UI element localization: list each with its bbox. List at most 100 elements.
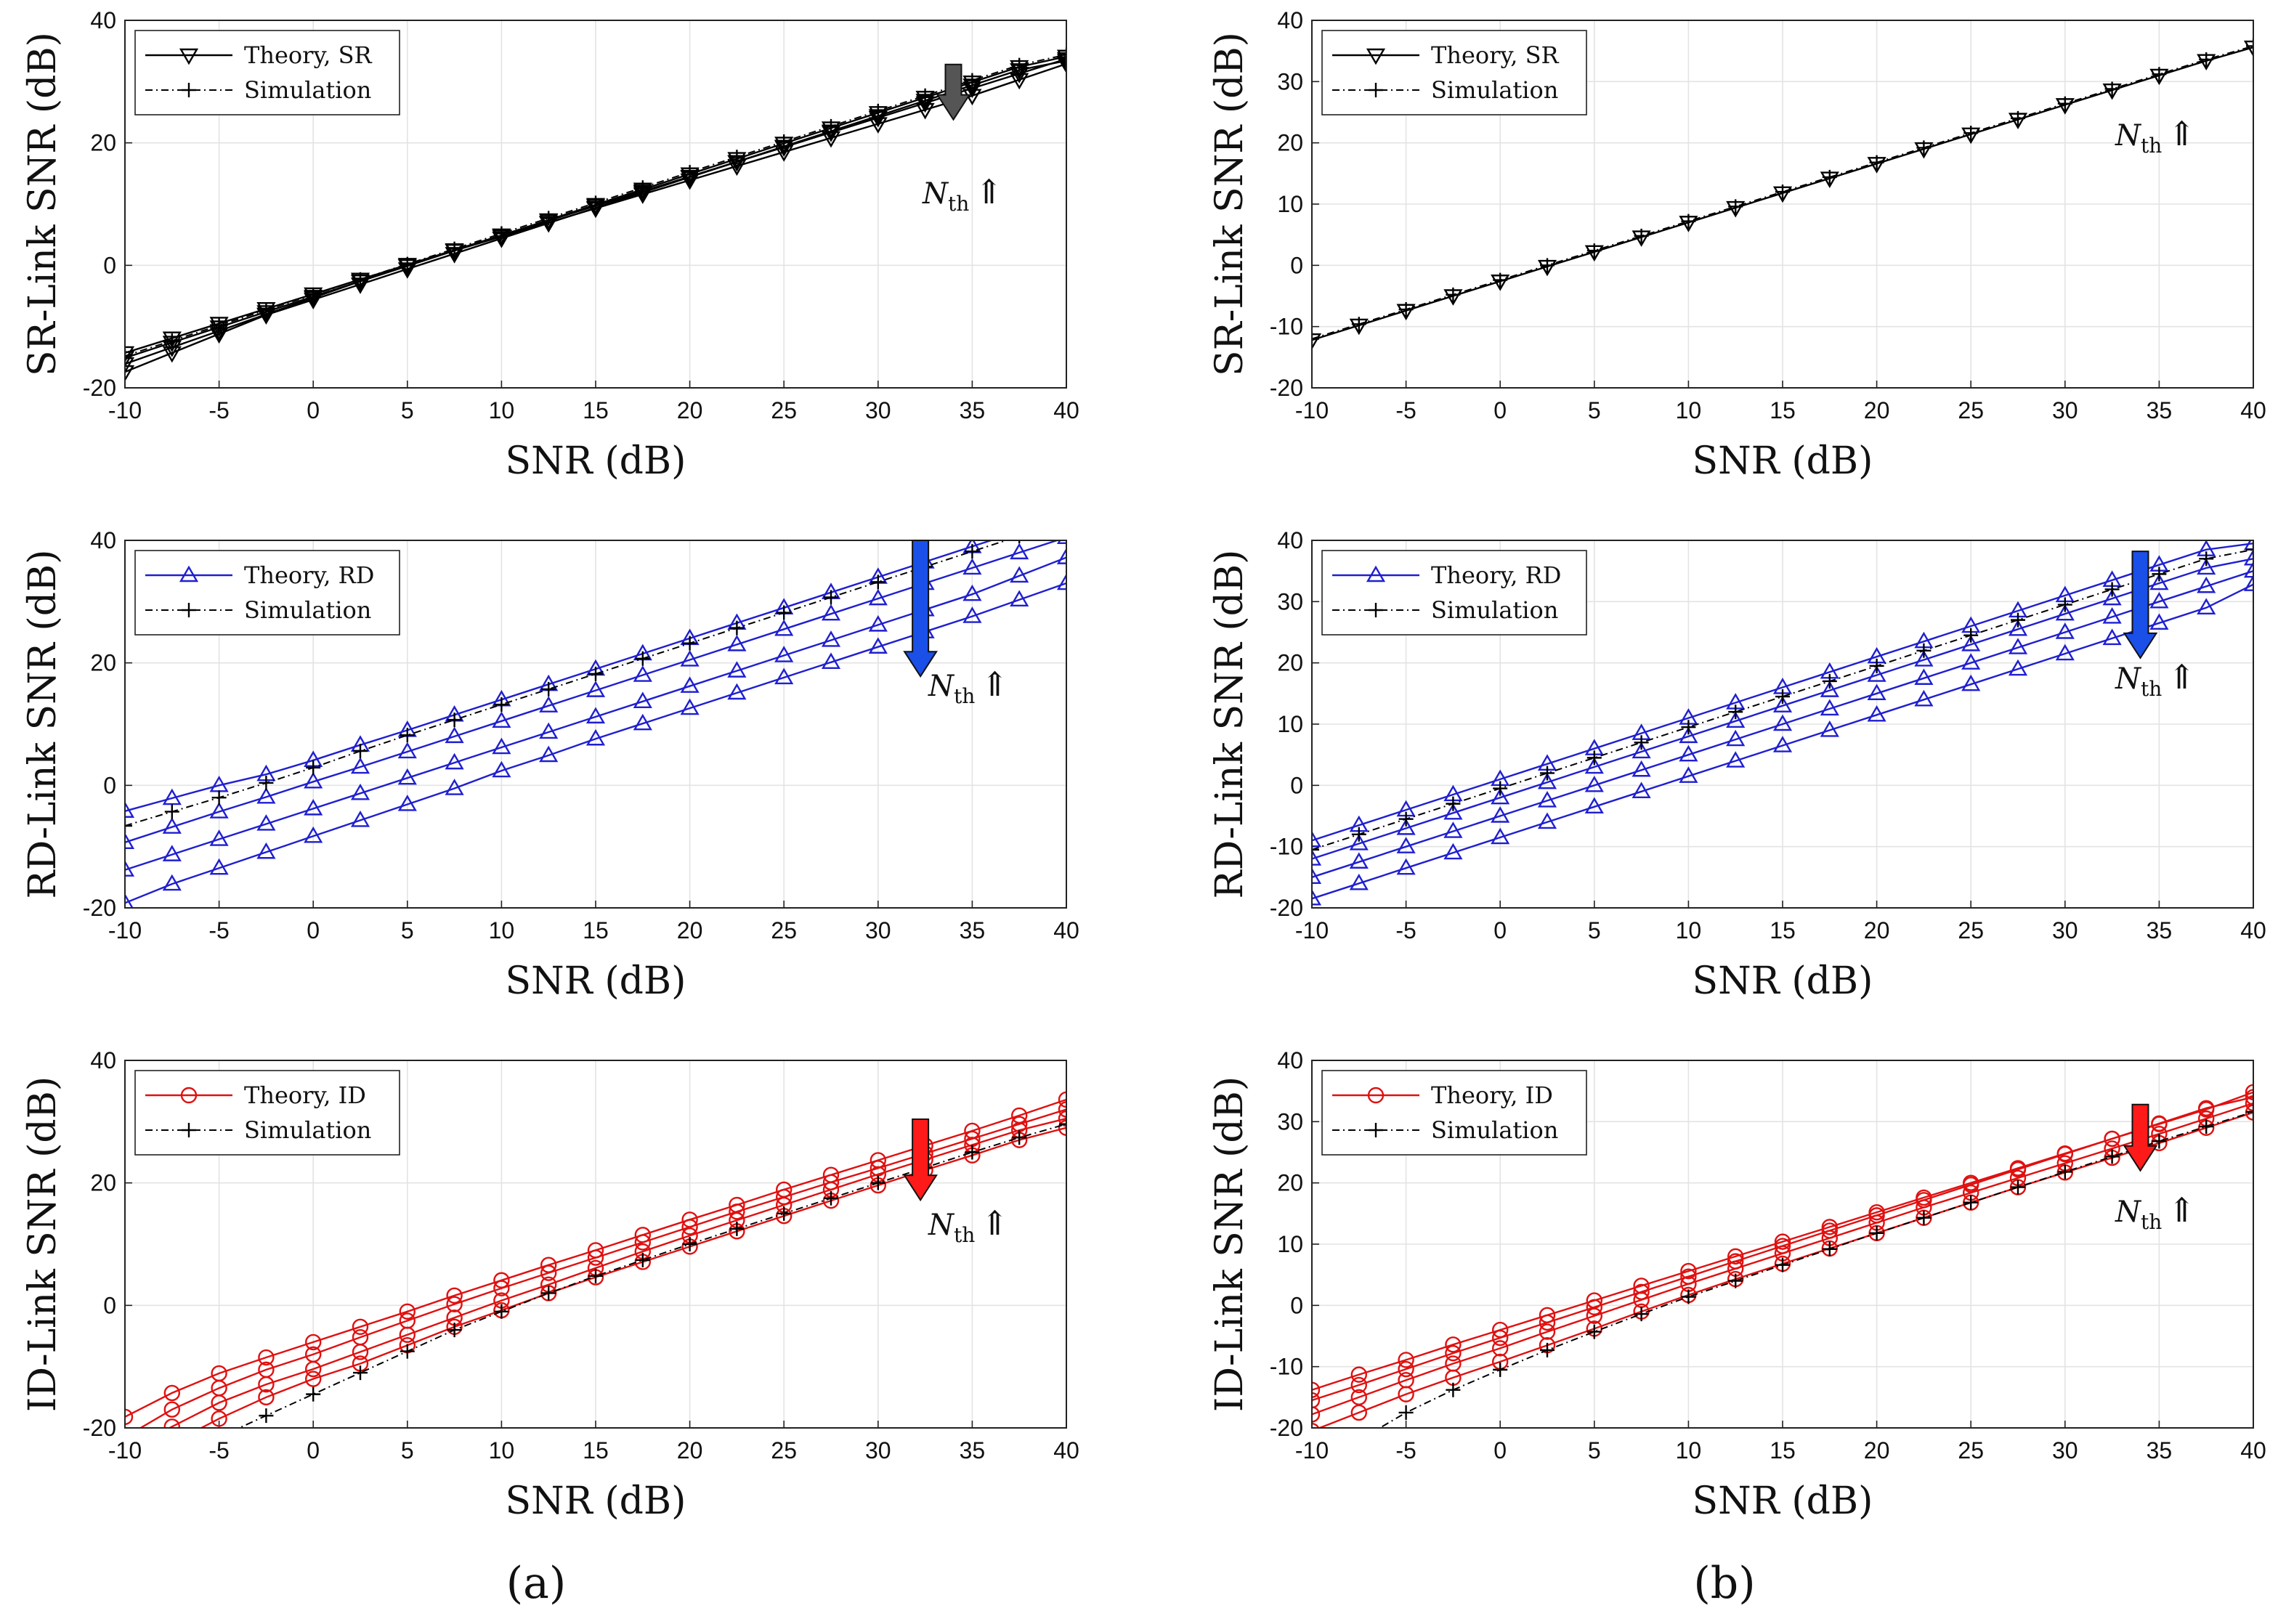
n-th-label: Nth ⇑ <box>2115 657 2196 701</box>
x-tick-label: -10 <box>1295 917 1329 943</box>
theory-point <box>962 606 982 623</box>
theory-point <box>962 558 982 575</box>
theory-point <box>211 1394 227 1411</box>
chart-panel-a2: -10 -5 0 5 10 15 20 25 30 35 40 -20 0 20 40 Theory, RD S… <box>21 527 1079 1003</box>
y-tick-label: 10 <box>1277 711 1303 737</box>
sim-point <box>1634 228 1649 243</box>
theory-point <box>539 696 559 712</box>
theory-point <box>492 711 511 728</box>
theory-point <box>1727 1248 1744 1265</box>
y-tick-label: 30 <box>1277 68 1303 94</box>
n-th-letter: N <box>2115 1195 2142 1229</box>
theory-point <box>350 811 370 827</box>
theory-point <box>727 683 747 700</box>
x-tick-label: 0 <box>307 1437 320 1463</box>
theory-point <box>1914 650 1934 667</box>
theory-point <box>1445 1336 1462 1353</box>
y-tick-label: 20 <box>90 1170 116 1196</box>
n-th-uparrow: ⇑ <box>2168 1190 2196 1230</box>
theory-point <box>1398 1386 1414 1402</box>
sim-point <box>2011 612 2025 628</box>
sim-point <box>1728 199 1743 214</box>
series-line-2 <box>125 556 1066 871</box>
theory-point <box>1398 1360 1414 1378</box>
sim-point <box>1586 243 1602 259</box>
n-th-subscript: th <box>2141 134 2162 158</box>
theory-point <box>1056 573 1066 590</box>
theory-point <box>1312 1381 1321 1398</box>
sim-point <box>824 118 838 134</box>
theory-point <box>1491 787 1510 805</box>
y-tick-label: 40 <box>90 1047 116 1073</box>
sim-point <box>2011 1180 2025 1195</box>
series-line-2 <box>168 1117 1066 1428</box>
theory-point <box>2243 40 2253 57</box>
plot-frame <box>1311 20 2254 389</box>
theory-point <box>2008 659 2028 676</box>
legend-theory-marker <box>1367 1087 1385 1104</box>
theory-point <box>399 1303 416 1320</box>
y-tick-label: 40 <box>90 527 116 553</box>
x-tick-label: 35 <box>2147 397 2173 423</box>
theory-point <box>1632 742 1651 759</box>
theory-point <box>585 707 606 724</box>
n-th-letter: N <box>922 177 949 211</box>
sim-point <box>1398 811 1414 827</box>
legend-sim-label: Simulation <box>1431 1116 1558 1144</box>
sim-point <box>164 333 179 349</box>
series-group <box>1312 38 2253 350</box>
sim-point <box>2057 96 2072 111</box>
theory-point <box>1058 1091 1066 1108</box>
x-tick-label: 15 <box>1770 397 1796 423</box>
n-th-arrow <box>2123 551 2158 659</box>
sim-point <box>494 226 509 241</box>
theory-point <box>1312 849 1322 866</box>
theory-point <box>256 842 276 859</box>
sim-point <box>306 760 321 775</box>
sim-point <box>1540 1342 1555 1357</box>
x-tick-label: -5 <box>208 1437 229 1463</box>
legend-theory-label: Theory, ID <box>244 1081 366 1109</box>
theory-point <box>163 1418 180 1428</box>
theory-point <box>774 619 794 636</box>
x-tick-label: 0 <box>1493 917 1507 943</box>
theory-point <box>1350 1404 1368 1421</box>
theory-point <box>2243 540 2253 551</box>
n-th-arrow <box>903 540 938 678</box>
theory-point <box>1491 806 1510 823</box>
sim-point <box>1775 1257 1790 1272</box>
theory-point <box>125 860 135 877</box>
sim-point <box>1822 673 1837 689</box>
theory-point <box>304 798 323 816</box>
theory-point <box>962 584 982 601</box>
sim-point <box>1540 766 1555 781</box>
theory-point <box>2197 598 2216 614</box>
plot-frame <box>124 1060 1067 1429</box>
theory-point <box>492 760 511 778</box>
theory-point <box>1312 1406 1321 1423</box>
x-tick-label: 20 <box>677 917 703 943</box>
legend-theory-label: Theory, RD <box>244 561 374 589</box>
theory-point <box>397 742 417 759</box>
x-tick-label: -10 <box>1295 397 1329 423</box>
y-axis-label: RD-Link SNR (dB) <box>21 550 65 899</box>
sim-point <box>965 1145 980 1160</box>
sim-point <box>2104 1149 2120 1164</box>
theory-point <box>868 637 888 654</box>
legend-theory-label: Theory, RD <box>1431 561 1561 589</box>
legend-theory-marker <box>1366 48 1386 65</box>
x-tick-label: 10 <box>489 1437 515 1463</box>
theory-point <box>1914 668 1934 685</box>
n-th-subscript: th <box>948 192 969 216</box>
legend-theory-label: Theory, ID <box>1431 1081 1553 1109</box>
theory-point <box>1398 1352 1414 1368</box>
sim-point <box>635 651 650 666</box>
theory-point <box>868 614 888 632</box>
x-tick-label: -5 <box>208 397 229 423</box>
x-axis-label: SNR (dB) <box>1693 439 1873 483</box>
theory-point <box>1491 1329 1509 1347</box>
series-line-1 <box>1312 45 2253 340</box>
x-tick-label: -5 <box>208 917 229 943</box>
theory-point <box>729 1203 745 1220</box>
sim-point <box>1775 184 1790 200</box>
